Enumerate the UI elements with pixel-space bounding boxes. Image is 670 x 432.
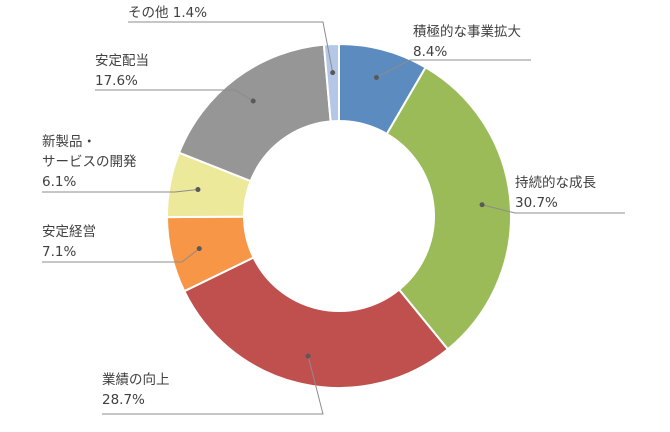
leader-1	[479, 202, 625, 214]
label-s4: 新製品・ サービスの開発 6.1%	[42, 132, 137, 192]
label-s5-value: 17.6%	[95, 73, 138, 89]
label-s3: 安定経営 7.1%	[42, 222, 96, 262]
leader-6	[128, 21, 336, 76]
leader-0	[373, 59, 531, 80]
label-s0-name: 積極的な事業拡大	[413, 24, 521, 40]
label-s1: 持続的な成長 30.7%	[515, 173, 596, 213]
label-s3-name: 安定経営	[42, 224, 96, 240]
slice-5	[177, 43, 332, 183]
label-s4-value: 6.1%	[42, 174, 77, 190]
leader-3	[42, 246, 202, 263]
slice-2	[182, 256, 450, 389]
slice-6	[322, 42, 340, 123]
label-s6-text: その他 1.4%	[128, 5, 208, 21]
label-s3-value: 7.1%	[42, 244, 77, 260]
label-s2: 業績の向上 28.7%	[102, 370, 170, 410]
label-s2-value: 28.7%	[102, 392, 145, 408]
slice-1	[385, 66, 512, 351]
label-s1-name: 持続的な成長	[515, 175, 596, 191]
label-s5: 安定配当 17.6%	[95, 51, 149, 91]
label-s1-value: 30.7%	[515, 195, 558, 211]
label-s4-name-line2: サービスの開発	[42, 154, 137, 170]
label-s2-name: 業績の向上	[102, 372, 170, 388]
label-s0-value: 8.4%	[413, 44, 448, 60]
leader-2	[102, 353, 324, 415]
leader-5	[95, 89, 256, 104]
label-s0: 積極的な事業拡大 8.4%	[413, 22, 521, 62]
label-s6: その他 1.4%	[128, 3, 207, 23]
label-s4-name-line1: 新製品・	[42, 134, 96, 150]
label-s5-name: 安定配当	[95, 53, 149, 69]
leader-4	[42, 187, 201, 193]
